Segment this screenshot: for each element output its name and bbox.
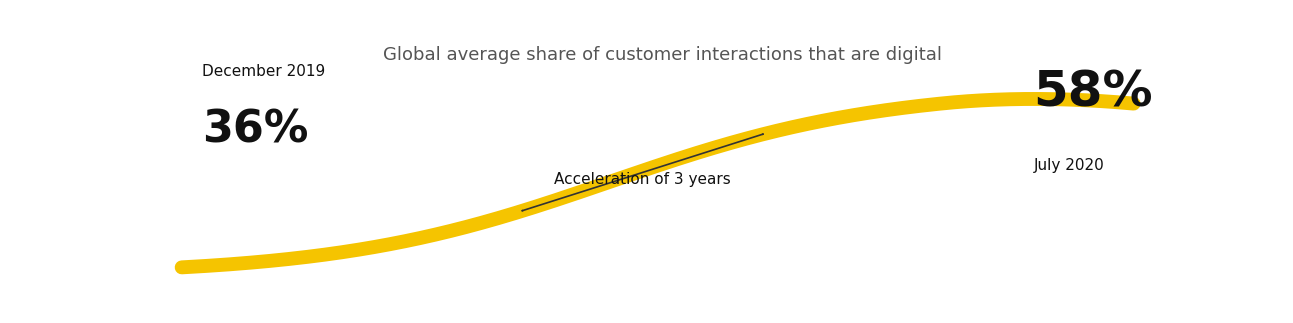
Text: Global average share of customer interactions that are digital: Global average share of customer interac… [383, 46, 943, 64]
Text: Acceleration of 3 years: Acceleration of 3 years [555, 172, 731, 187]
Text: July 2020: July 2020 [1033, 158, 1104, 173]
Text: 58%: 58% [1033, 68, 1153, 117]
Text: 36%: 36% [202, 109, 308, 151]
Text: December 2019: December 2019 [202, 64, 325, 78]
